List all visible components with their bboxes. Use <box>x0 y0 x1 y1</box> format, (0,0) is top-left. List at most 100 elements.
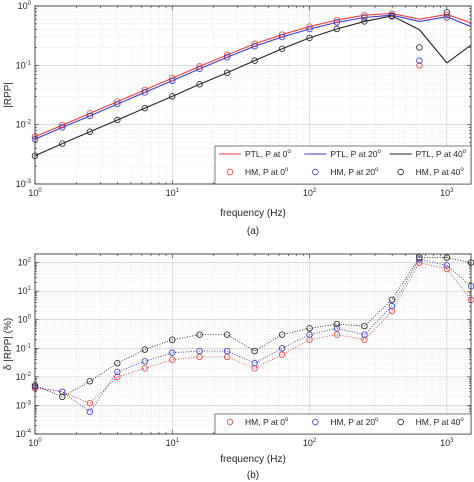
data-point <box>196 331 203 338</box>
data-point <box>278 331 286 338</box>
data-point <box>443 14 451 21</box>
y-tick-label: 100 <box>18 315 32 325</box>
data-point <box>141 104 149 112</box>
data-point <box>306 336 313 343</box>
data-point <box>306 23 313 30</box>
data-point <box>59 124 66 131</box>
data-point <box>443 262 451 269</box>
series-line-1 <box>35 14 471 140</box>
data-point <box>361 18 368 25</box>
data-point <box>223 69 231 76</box>
data-point <box>196 81 203 88</box>
data-point <box>416 44 423 51</box>
data-point <box>141 365 149 372</box>
data-point <box>169 74 176 82</box>
legend-swatch <box>397 418 404 426</box>
data-point <box>416 256 423 263</box>
legend-label: HM, P at 0o <box>245 167 289 177</box>
data-point <box>86 128 94 135</box>
data-point <box>114 98 121 105</box>
data-point <box>443 265 451 273</box>
data-point <box>388 13 396 20</box>
data-point <box>59 388 66 396</box>
data-point <box>86 112 94 120</box>
data-point <box>86 399 94 407</box>
legend-swatch <box>312 168 319 176</box>
data-point <box>114 100 121 108</box>
data-point <box>333 331 341 338</box>
data-point <box>388 296 396 303</box>
data-point <box>361 11 368 19</box>
data-point <box>443 11 451 19</box>
data-point <box>114 360 121 367</box>
x-tick-label: 100 <box>28 438 42 448</box>
data-point <box>86 408 94 415</box>
data-point <box>223 331 231 338</box>
y-tick-label: 10-2 <box>16 372 32 382</box>
x-tick-label: 101 <box>166 188 180 198</box>
data-point <box>223 51 231 59</box>
data-point <box>251 365 258 372</box>
data-point <box>361 14 368 21</box>
data-point <box>306 34 313 42</box>
data-point <box>169 77 176 84</box>
legend-label: PTL, P at 20o <box>330 149 381 159</box>
data-point <box>306 25 313 33</box>
data-point <box>86 110 94 117</box>
legend-label: HM, P at 40o <box>416 417 465 427</box>
legend-label: PTL, P at 40o <box>416 149 467 159</box>
data-point <box>333 16 341 24</box>
data-point <box>333 19 341 26</box>
data-point <box>278 33 286 41</box>
data-point <box>333 25 341 33</box>
data-point <box>169 336 176 343</box>
data-point <box>169 356 176 363</box>
data-point <box>278 45 286 52</box>
y-tick-label: 10-1 <box>16 60 32 70</box>
series-line-2 <box>35 15 471 157</box>
series-line-0 <box>35 12 471 138</box>
y-tick-label: 10-1 <box>16 343 32 353</box>
data-point <box>59 121 66 129</box>
y-axis-label-b: δ |RPP| (%) <box>3 318 14 370</box>
y-tick-label: 10-2 <box>16 120 32 130</box>
data-point <box>223 347 231 355</box>
data-point <box>114 373 121 381</box>
panel-a: 100 101 102 103 10-3 10-2 10-1 100 frequency (H… <box>3 1 472 237</box>
legend-label: HM, P at 20o <box>330 417 379 427</box>
legend-swatch <box>312 418 319 426</box>
y-tick-label: 101 <box>18 286 32 296</box>
plot-area-b <box>35 254 471 434</box>
y-tick-label: 10-3 <box>16 400 32 410</box>
data-point <box>114 368 121 376</box>
data-point <box>333 320 341 328</box>
data-point <box>278 351 286 358</box>
data-point <box>141 89 149 96</box>
data-point <box>169 93 176 100</box>
series-line-0 <box>35 262 471 404</box>
data-point <box>141 86 149 94</box>
x-axis-label-a: frequency (Hz) <box>220 208 286 219</box>
data-point <box>416 57 423 64</box>
series-line-1 <box>35 258 471 413</box>
data-point <box>388 302 396 310</box>
legend-b: HM, P at 0o HM, P at 20o HM, P at 40o <box>214 413 472 435</box>
data-point <box>416 254 423 261</box>
data-point <box>196 347 203 355</box>
data-point <box>388 10 396 17</box>
x-tick-label: 101 <box>166 438 180 448</box>
data-point <box>251 360 258 367</box>
legend-a: PTL, P at 0o PTL, P at 20o PTL, P at 40o HM… <box>214 145 472 185</box>
data-point <box>114 116 121 124</box>
x-tick-label: 100 <box>28 188 42 198</box>
data-point <box>361 322 368 330</box>
panel-caption-b: (b) <box>247 470 259 481</box>
x-tick-label: 102 <box>303 438 317 448</box>
data-point <box>361 331 368 338</box>
data-point <box>278 31 286 38</box>
panel-caption-a: (a) <box>247 226 259 237</box>
data-point <box>169 349 176 356</box>
data-point <box>59 140 66 147</box>
data-point <box>306 331 313 338</box>
series-line-2 <box>35 257 471 398</box>
